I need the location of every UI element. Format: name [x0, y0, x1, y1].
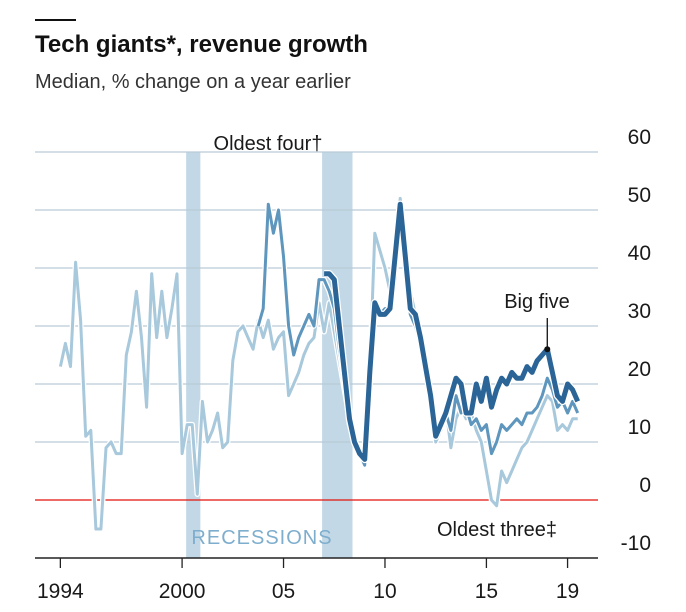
- x-tick-label: 1994: [37, 580, 84, 603]
- leader-dot: [544, 346, 551, 353]
- chart-subtitle: Median, % change on a year earlier: [35, 71, 351, 93]
- x-tick-label: 05: [272, 580, 295, 603]
- y-tick-label: 40: [628, 242, 651, 265]
- y-tick-label: 10: [628, 416, 651, 439]
- series-label: Oldest three‡: [437, 519, 557, 541]
- recession-band: [186, 152, 201, 558]
- y-tick-label: 20: [628, 358, 651, 381]
- x-tick-label: 15: [475, 580, 498, 603]
- y-tick-label: 50: [628, 184, 651, 207]
- series-label: Big five: [504, 291, 570, 313]
- x-tick-label: 19: [556, 580, 579, 603]
- recession-label: RECESSIONS: [191, 527, 332, 549]
- x-tick-label: 10: [373, 580, 396, 603]
- y-tick-label: 0: [639, 474, 651, 497]
- x-tick-label: 2000: [159, 580, 206, 603]
- chart-title: Tech giants*, revenue growth: [35, 31, 368, 58]
- series-line: [58, 196, 578, 531]
- y-tick-label: -10: [621, 532, 651, 555]
- series-line: [324, 201, 580, 462]
- y-tick-label: 60: [628, 126, 651, 149]
- y-tick-label: 30: [628, 300, 651, 323]
- series-label: Oldest four†: [214, 133, 323, 155]
